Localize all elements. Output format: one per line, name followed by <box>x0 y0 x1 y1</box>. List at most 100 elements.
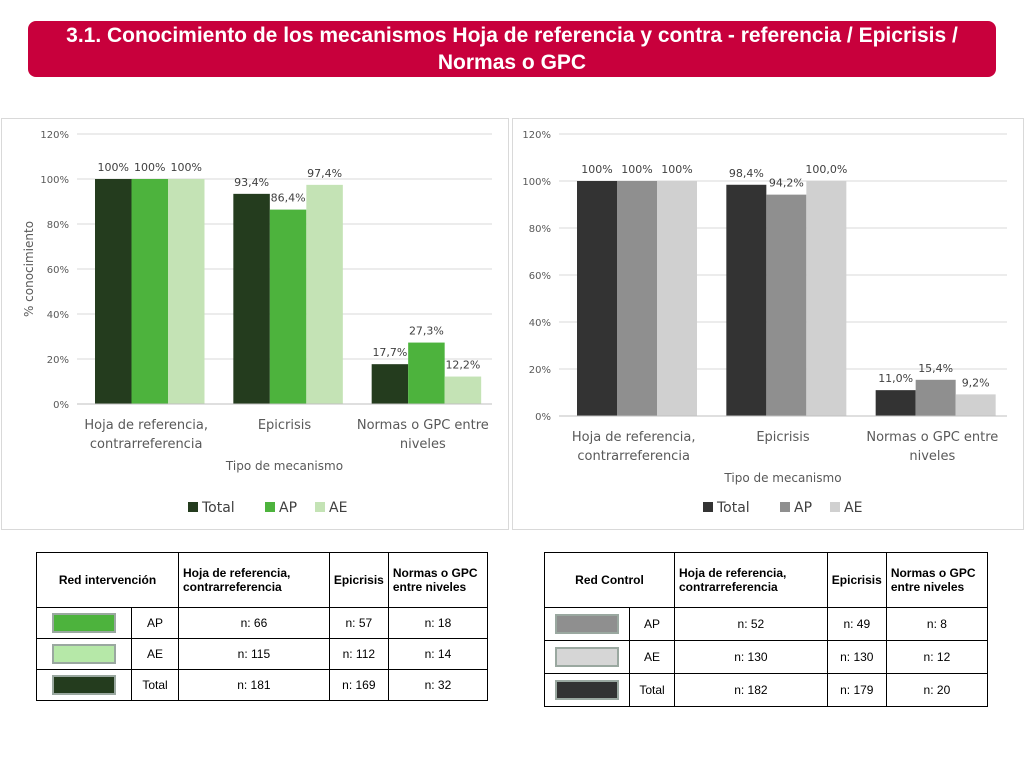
slide-title: 3.1. Conocimiento de los mecanismos Hoja… <box>66 24 958 74</box>
color-swatch-ae <box>555 647 619 667</box>
bar-ae <box>806 181 847 416</box>
bar-ap <box>617 181 657 416</box>
table-header-hoja: Hoja de referencia, contrarreferencia <box>178 552 330 608</box>
color-swatch-total <box>52 675 116 695</box>
table-cell: n: 130 <box>826 640 887 674</box>
table-cell: n: 115 <box>178 638 330 670</box>
table-row: Total n: 182 n: 179 n: 20 <box>544 673 989 707</box>
data-label: 100,0% <box>805 163 847 176</box>
x-tick-label: Normas o GPC entre <box>866 430 998 445</box>
slide-title-banner: 3.1. Conocimiento de los mecanismos Hoja… <box>28 21 996 77</box>
bar-ap <box>131 179 168 404</box>
color-swatch-total <box>555 680 619 700</box>
table-header-red: Red Control <box>544 552 675 608</box>
legend-swatch-total <box>188 502 198 512</box>
legend-swatch-cell <box>544 607 630 641</box>
y-tick-label: 0% <box>53 400 69 411</box>
table-header-normas: Normas o GPC entre niveles <box>885 552 989 608</box>
table-cell: n: 181 <box>178 669 330 701</box>
legend-label: Total <box>201 500 235 516</box>
data-label: 93,4% <box>234 176 269 189</box>
bar-ap <box>408 342 445 404</box>
bar-ap <box>766 194 807 416</box>
bar-total <box>726 184 767 416</box>
legend-label: AE <box>329 500 347 516</box>
bar-ae <box>955 394 996 416</box>
y-tick-label: 80% <box>47 220 69 231</box>
bar-ae <box>168 179 205 404</box>
table-row: Total n: 181 n: 169 n: 32 <box>36 669 489 701</box>
bar-total <box>233 193 270 404</box>
table-cell: n: 179 <box>826 673 887 707</box>
x-tick-label: Epicrisis <box>258 418 312 433</box>
bar-ae <box>657 181 697 416</box>
data-label: 12,2% <box>445 359 480 372</box>
y-tick-label: 60% <box>47 265 69 276</box>
table-red-intervencion: Red intervención Hoja de referencia, con… <box>36 552 489 701</box>
table-cell: n: 49 <box>826 607 887 641</box>
chart-intervention: 0% 20% 40% 60% 80% 100% 120% 100% 93,4% 17,7% 100%… <box>1 118 509 530</box>
row-label: Total <box>131 669 179 701</box>
bar-ap <box>269 209 307 404</box>
y-tick-label: 120% <box>40 130 69 141</box>
data-label: 100% <box>581 163 612 176</box>
legend-swatch-total <box>703 502 713 512</box>
legend-swatch-cell <box>544 640 630 674</box>
table-cell: n: 57 <box>328 607 389 639</box>
legend-swatch-cell <box>36 669 132 701</box>
table-cell: n: 112 <box>328 638 389 670</box>
data-label: 100% <box>134 161 165 174</box>
table-cell: n: 32 <box>387 669 489 701</box>
color-swatch-ae <box>52 644 116 664</box>
row-label: AE <box>629 640 675 674</box>
color-swatch-ap <box>52 613 116 633</box>
legend-label: AP <box>279 500 297 516</box>
y-tick-label: 100% <box>522 177 551 188</box>
table-cell: n: 8 <box>885 607 989 641</box>
legend-label: AE <box>844 500 862 516</box>
legend-swatch-cell <box>544 673 630 707</box>
table-cell: n: 12 <box>885 640 989 674</box>
x-axis-title: Tipo de mecanismo <box>225 459 343 473</box>
data-label: 15,4% <box>918 362 953 375</box>
bar-ae <box>306 184 343 404</box>
legend-swatch-ae <box>830 502 840 512</box>
data-label: 94,2% <box>769 177 804 190</box>
table-row: AP n: 52 n: 49 n: 8 <box>544 607 989 641</box>
y-tick-label: 20% <box>47 355 69 366</box>
legend-label: AP <box>794 500 812 516</box>
x-tick-label: Hoja de referencia, <box>84 418 208 433</box>
data-label: 27,3% <box>409 325 444 338</box>
data-label: 100% <box>621 163 652 176</box>
bar-total <box>95 179 132 404</box>
x-tick-label: niveles <box>400 437 446 452</box>
legend-swatch-ae <box>315 502 325 512</box>
table-red-control: Red Control Hoja de referencia, contrarr… <box>544 552 989 707</box>
table-cell: n: 52 <box>674 607 828 641</box>
row-label: AP <box>131 607 179 639</box>
y-tick-label: 80% <box>529 224 551 235</box>
table-cell: n: 18 <box>387 607 489 639</box>
x-tick-label: Epicrisis <box>756 430 810 445</box>
data-label: 9,2% <box>962 376 990 389</box>
table-header-epicrisis: Epicrisis <box>826 552 887 608</box>
table-cell: n: 20 <box>885 673 989 707</box>
y-tick-label: 20% <box>529 365 551 376</box>
chart-control: 0% 20% 40% 60% 80% 100% 120% 100% 98,4% 11,0% 100%… <box>512 118 1024 530</box>
data-label: 100% <box>661 163 692 176</box>
data-label: 97,4% <box>307 167 342 180</box>
data-label: 100% <box>171 161 202 174</box>
data-label: 17,7% <box>372 346 407 359</box>
y-tick-label: 120% <box>522 130 551 141</box>
chart-control-svg: 0% 20% 40% 60% 80% 100% 120% 100% 98,4% 11,0% 100%… <box>522 130 1007 516</box>
table-row: AE n: 115 n: 112 n: 14 <box>36 638 489 670</box>
y-tick-label: 40% <box>529 318 551 329</box>
table-header-hoja: Hoja de referencia, contrarreferencia <box>674 552 828 608</box>
table-cell: n: 66 <box>178 607 330 639</box>
bar-ae <box>444 376 482 404</box>
row-label: AE <box>131 638 179 670</box>
bar-total <box>875 390 916 416</box>
x-tick-label: contrarreferencia <box>577 449 690 464</box>
legend-label: Total <box>716 500 750 516</box>
legend-swatch-ap <box>265 502 275 512</box>
